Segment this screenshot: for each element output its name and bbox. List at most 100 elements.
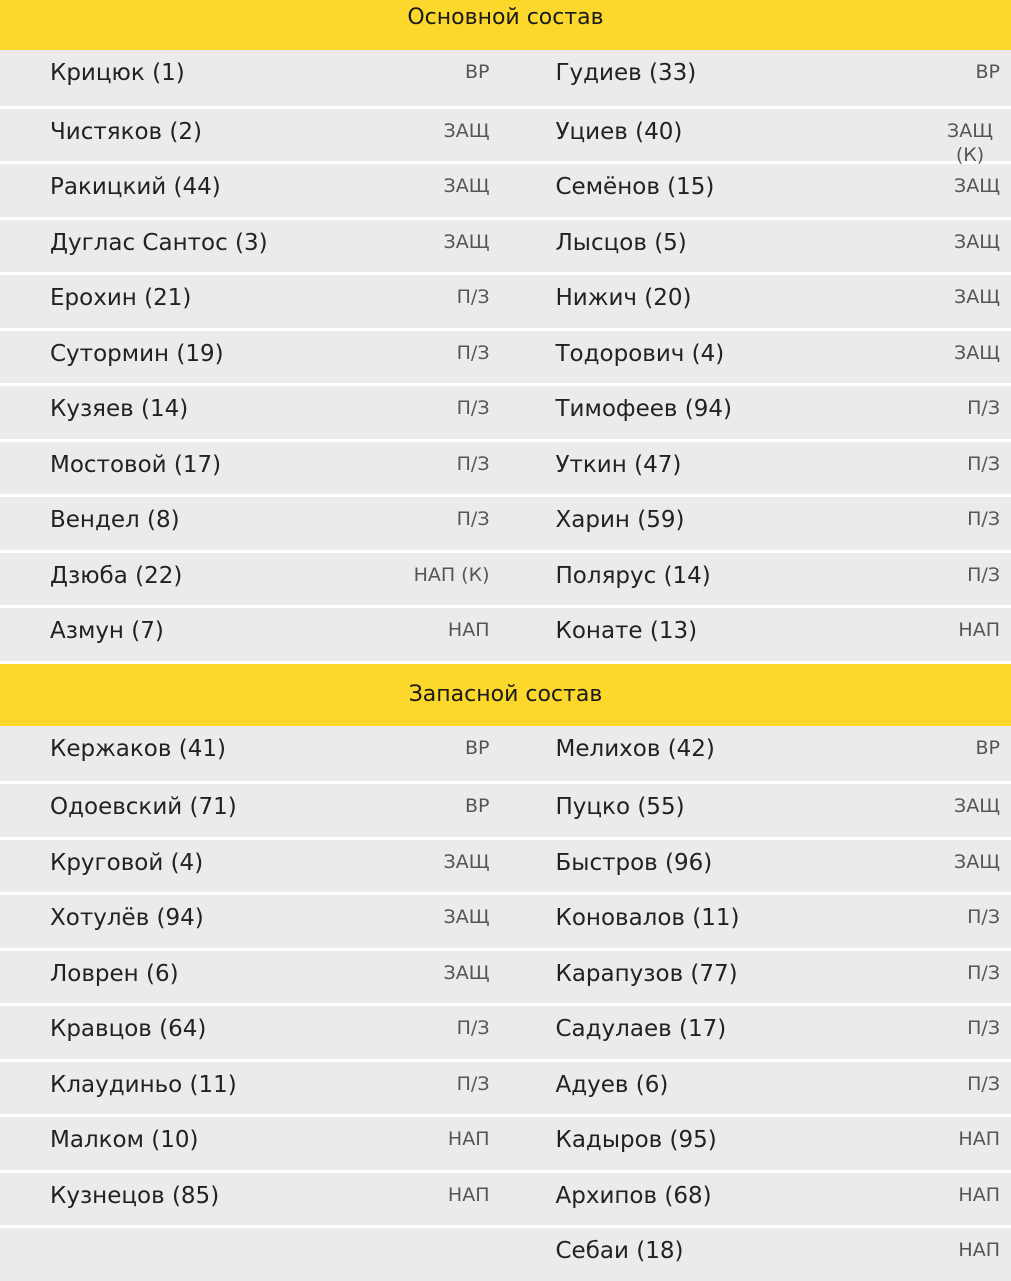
player-position: НАП [448,1183,490,1207]
player-position: П/З [967,563,1000,587]
player-name: Одоевский (71) [50,794,237,820]
player-position: НАП [958,618,1000,642]
player-name: Дуглас Сантос (3) [50,230,268,256]
away-player-cell: Тодорович (4)ЗАЩ [506,331,1011,384]
player-name: Пуцко (55) [556,794,685,820]
away-player-cell: Семёнов (15)ЗАЩ [506,164,1011,217]
player-position: ЗАЩ [444,119,490,143]
player-position: ЗАЩ [954,850,1000,874]
away-player-cell: Карапузов (77)П/З [506,951,1011,1004]
player-name: Уткин (47) [556,452,682,478]
player-name: Тимофеев (94) [556,396,732,422]
player-name: Кержаков (41) [50,736,226,762]
player-position: НАП [958,1183,1000,1207]
player-position: ЗАЩ [444,230,490,254]
player-name: Мостовой (17) [50,452,221,478]
player-position: ЗАЩ [954,230,1000,254]
player-position: НАП [958,1238,1000,1262]
table-row: Сутормин (19) П/З Тодорович (4)ЗАЩ [0,328,1011,384]
home-player-cell: Ловрен (6) ЗАЩ [0,951,506,1004]
table-row: Себаи (18) НАП [0,1225,1011,1281]
player-name: Себаи (18) [556,1238,684,1264]
player-name: Малком (10) [50,1127,198,1153]
away-player-cell: Пуцко (55)ЗАЩ [506,784,1011,837]
home-player-cell: Клаудиньо (11)П/З [0,1062,506,1115]
player-name: Сутормин (19) [50,341,224,367]
player-name: Круговой (4) [50,850,203,876]
player-position: П/З [457,341,490,365]
player-position: ВР [976,736,1001,760]
away-player-cell: Конате (13) НАП [506,608,1011,661]
player-name: Дзюба (22) [50,563,182,589]
player-position: НАП [448,1127,490,1151]
player-position: П/З [967,961,1000,985]
player-name: Быстров (96) [556,850,713,876]
away-player-cell: Быстров (96) ЗАЩ [506,840,1011,893]
player-name: Ракицкий (44) [50,174,221,200]
player-position: П/З [457,452,490,476]
player-position: П/З [457,396,490,420]
home-player-cell: Кержаков (41) ВР [0,726,506,782]
away-player-cell: Нижич (20)ЗАЩ [506,275,1011,328]
player-position: ЗАЩ [444,961,490,985]
player-name: Хотулёв (94) [50,905,204,931]
away-player-cell: Архипов (68) НАП [506,1173,1011,1226]
away-player-cell: Уткин (47) П/З [506,442,1011,495]
player-name: Кузяев (14) [50,396,188,422]
player-name: Коновалов (11) [556,905,740,931]
player-name: Тодорович (4) [556,341,725,367]
player-position: П/З [457,507,490,531]
home-player-cell: Мостовой (17) П/З [0,442,506,495]
player-name: Кузнецов (85) [50,1183,219,1209]
away-player-cell: Адуев (6)П/З [506,1062,1011,1115]
table-row: Мостовой (17) П/З Уткин (47) П/З [0,439,1011,495]
player-name: Архипов (68) [556,1183,712,1209]
player-name: Кадыров (95) [556,1127,717,1153]
player-position: П/З [967,1016,1000,1040]
player-name: Ерохин (21) [50,285,191,311]
player-name: Азмун (7) [50,618,164,644]
player-name: Клаудиньо (11) [50,1072,237,1098]
home-player-cell: Кузнецов (85) НАП [0,1173,506,1226]
home-player-cell: Круговой (4) ЗАЩ [0,840,506,893]
player-name: Уциев (40) [556,119,683,145]
player-position: П/З [967,507,1000,531]
home-player-cell: Кузяев (14) П/З [0,386,506,439]
player-position: ВР [465,736,490,760]
player-position: ЗАЩ [954,174,1000,198]
main-lineup-header: Основной состав [0,0,1011,50]
home-player-cell: Чистяков (2)ЗАЩ [0,109,506,162]
table-row: Круговой (4) ЗАЩ Быстров (96) ЗАЩ [0,837,1011,893]
away-player-cell: Лысцов (5)ЗАЩ [506,220,1011,273]
table-row: Дзюба (22)НАП (К)Полярус (14)П/З [0,550,1011,606]
bench-header: Запасной состав [0,664,1011,726]
player-position: ВР [465,60,490,84]
player-position: П/З [967,1072,1000,1096]
table-row: Одоевский (71) ВР Пуцко (55)ЗАЩ [0,781,1011,837]
player-name: Ловрен (6) [50,961,179,987]
player-name: Мелихов (42) [556,736,715,762]
player-name: Конате (13) [556,618,698,644]
home-player-cell: Ракицкий (44)ЗАЩ [0,164,506,217]
table-row: Кузяев (14) П/З Тимофеев (94) П/З [0,383,1011,439]
table-row: Кержаков (41) ВР Мелихов (42) ВР [0,726,1011,782]
player-name: Гудиев (33) [556,60,697,86]
home-player-cell: Вендел (8)П/З [0,497,506,550]
home-player-cell: Одоевский (71) ВР [0,784,506,837]
away-player-cell: Себаи (18) НАП [506,1228,1011,1281]
player-position: НАП [448,618,490,642]
player-position: ЗАЩ [444,850,490,874]
player-position: ВР [465,794,490,818]
player-position: П/З [967,452,1000,476]
home-player-cell [0,1228,506,1281]
player-position: ЗАЩ [444,905,490,929]
